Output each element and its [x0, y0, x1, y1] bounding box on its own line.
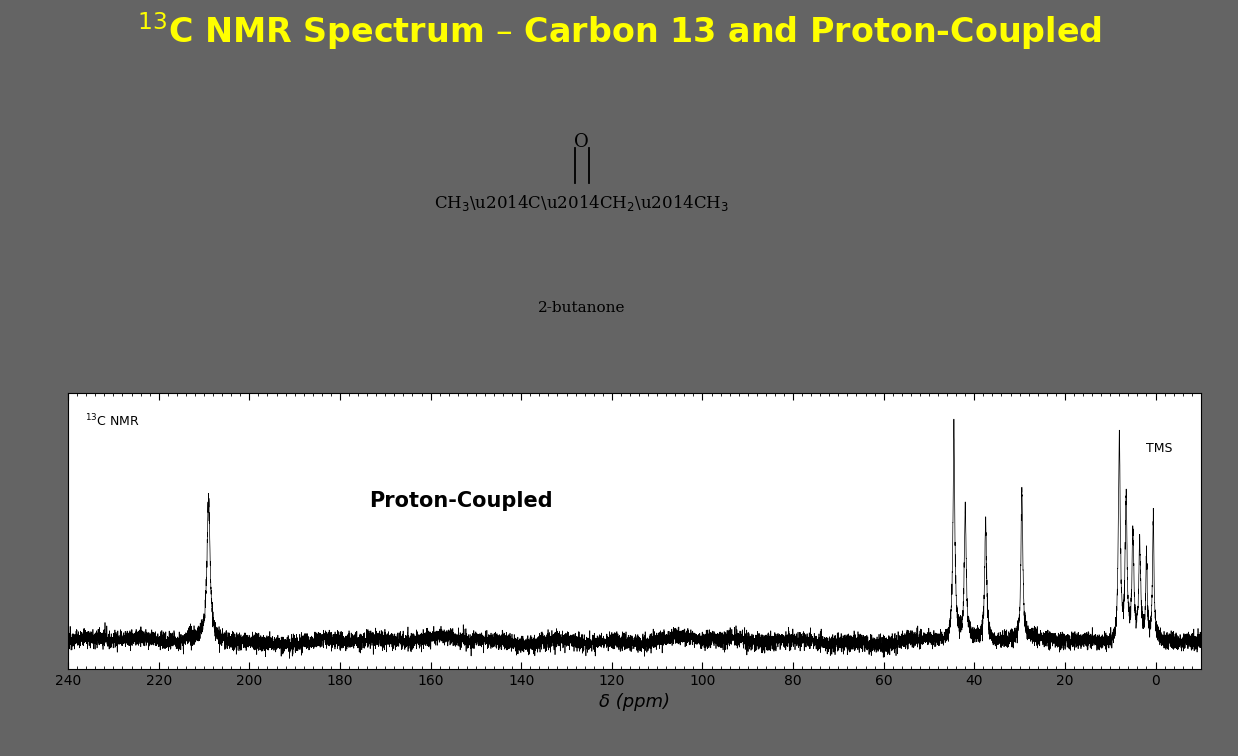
Text: TMS: TMS [1146, 442, 1172, 455]
X-axis label: δ (ppm): δ (ppm) [599, 693, 670, 711]
Text: $^{13}$C NMR Spectrum – Carbon 13 and Proton-Coupled: $^{13}$C NMR Spectrum – Carbon 13 and Pr… [136, 10, 1102, 52]
Text: 2-butanone: 2-butanone [539, 301, 625, 315]
Text: $^{13}$C NMR: $^{13}$C NMR [85, 413, 140, 429]
Text: Proton-Coupled: Proton-Coupled [369, 491, 553, 511]
Text: O: O [574, 133, 589, 151]
Text: CH$_3$\u2014C\u2014CH$_2$\u2014CH$_3$: CH$_3$\u2014C\u2014CH$_2$\u2014CH$_3$ [435, 194, 729, 213]
